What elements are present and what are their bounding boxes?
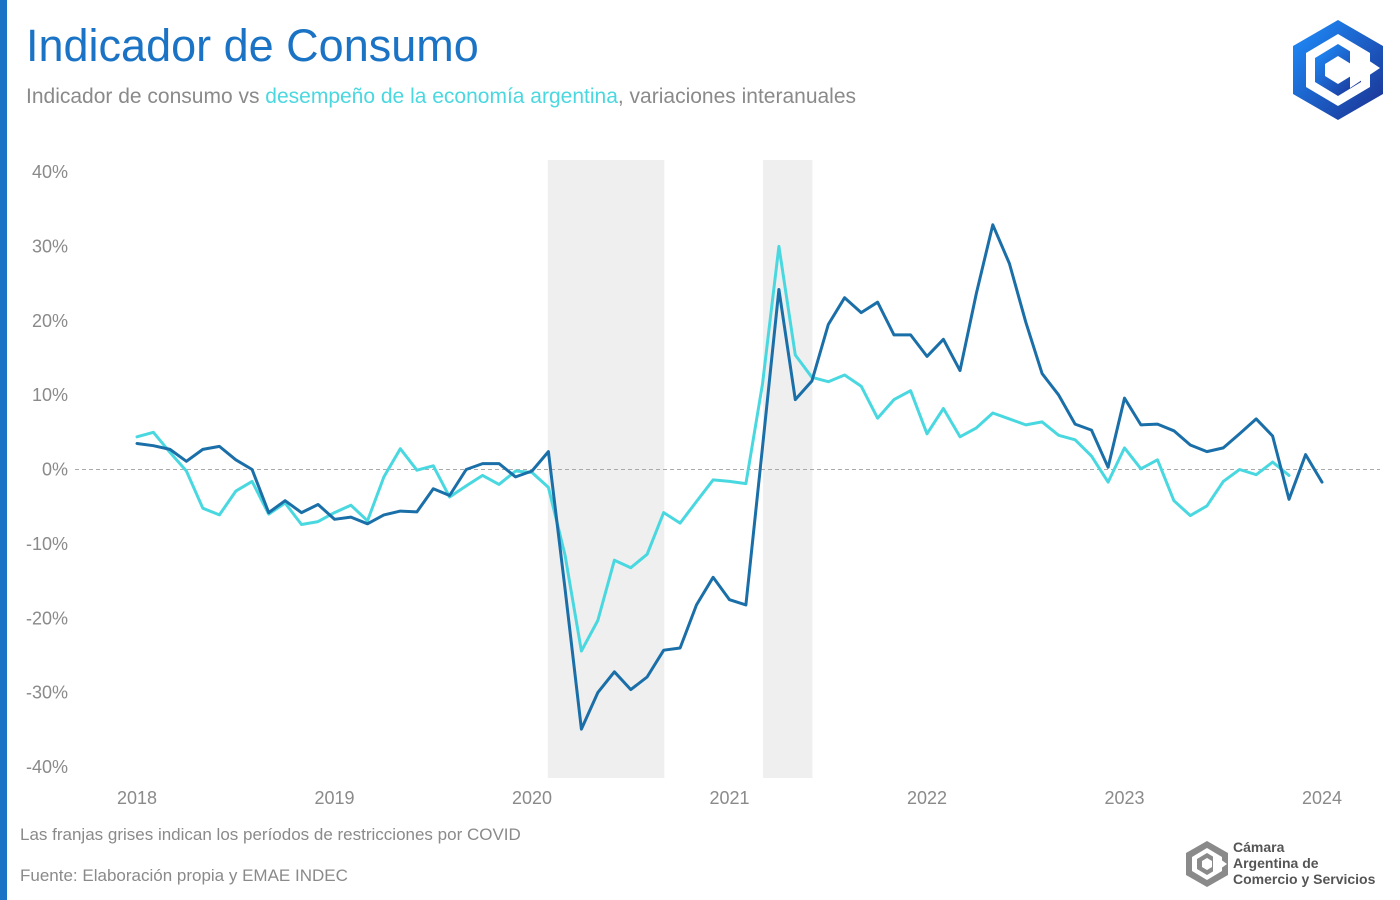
x-tick-label: 2019 — [314, 788, 354, 808]
y-tick-label: -30% — [26, 683, 68, 703]
y-tick-label: -40% — [26, 757, 68, 777]
left-accent-bar — [0, 0, 7, 900]
subtitle-highlight: desempeño de la economía argentina — [265, 85, 618, 108]
source-note: Fuente: Elaboración propia y EMAE INDEC — [20, 866, 348, 885]
line-chart: 40%30%20%10%0%-10%-20%-30%-40% 2018 2019 2… — [26, 160, 1380, 808]
x-tick-label: 2023 — [1104, 788, 1144, 808]
cac-small-logo-icon — [1186, 841, 1228, 887]
subtitle-part-1: Indicador de consumo vs — [26, 85, 266, 108]
series-line-consumo — [135, 223, 1324, 731]
subtitle-part-2: , variaciones interanuales — [617, 85, 857, 108]
y-tick-label: 20% — [32, 311, 68, 331]
series-line-emae — [135, 244, 1291, 653]
y-tick-label: -20% — [26, 608, 68, 628]
organization-name: Cámara Argentina de Comercio y Servicios — [1233, 839, 1375, 887]
x-axis-ticks: 2018 2019 2020 2021 2022 2023 2024 — [117, 788, 1342, 808]
y-tick-label: 40% — [32, 162, 68, 182]
x-tick-label: 2018 — [117, 788, 157, 808]
y-tick-label: -10% — [26, 534, 68, 554]
org-name-line-1: Cámara — [1233, 839, 1285, 855]
y-tick-label: 0% — [42, 460, 68, 480]
x-tick-label: 2022 — [907, 788, 947, 808]
y-tick-label: 10% — [32, 385, 68, 405]
org-name-line-2: Argentina de — [1233, 855, 1319, 871]
chart-subtitle: Indicador de consumo vs desempeño de la … — [26, 85, 856, 109]
org-name-line-3: Comercio y Servicios — [1233, 871, 1376, 887]
x-tick-label: 2021 — [709, 788, 749, 808]
page-title: Indicador de Consumo — [26, 20, 479, 71]
cac-logo-icon — [1293, 20, 1383, 120]
x-tick-label: 2024 — [1302, 788, 1342, 808]
series-lines — [135, 223, 1324, 731]
x-tick-label: 2020 — [512, 788, 552, 808]
y-axis-ticks: 40% 30% 20% 10% 0% -10% -20% -30% -40% — [26, 162, 68, 777]
covid-footnote: Las franjas grises indican los períodos … — [20, 825, 521, 844]
y-tick-label: 30% — [32, 236, 68, 256]
